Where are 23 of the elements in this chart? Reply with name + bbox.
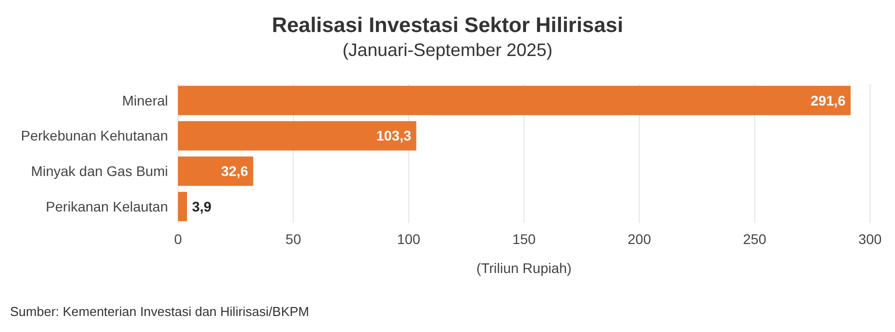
- x-tick-label: 250: [742, 231, 767, 247]
- bar: [178, 86, 851, 116]
- data-label: 291,6: [810, 92, 846, 108]
- data-label: 103,3: [376, 128, 412, 144]
- x-tick-label: 300: [858, 231, 882, 247]
- data-label: 3,9: [192, 198, 212, 214]
- x-tick-label: 150: [512, 231, 536, 247]
- x-tick-label: 50: [286, 231, 302, 247]
- x-tick-label: 200: [628, 231, 652, 247]
- chart-subtitle: (Januari-September 2025): [342, 40, 553, 60]
- bar: [178, 156, 254, 186]
- bar: [178, 121, 416, 150]
- x-axis-title: (Triliun Rupiah): [476, 260, 572, 276]
- y-tick-label: Perkebunan Kehutanan: [20, 128, 168, 144]
- y-tick-label: Mineral: [122, 92, 168, 108]
- y-tick-label: Minyak dan Gas Bumi: [31, 163, 168, 180]
- data-label: 32,6: [220, 163, 248, 180]
- chart-title: Realisasi Investasi Sektor Hilirisasi: [272, 14, 624, 37]
- x-tick-label: 0: [174, 231, 182, 247]
- text: Sumber: Kementerian Investasi dan Hilirisasi/BKPM: [10, 304, 310, 319]
- x-tick-label: 100: [396, 231, 421, 247]
- y-tick-label: Perikanan Kelautan: [46, 198, 168, 214]
- bar: [178, 192, 187, 222]
